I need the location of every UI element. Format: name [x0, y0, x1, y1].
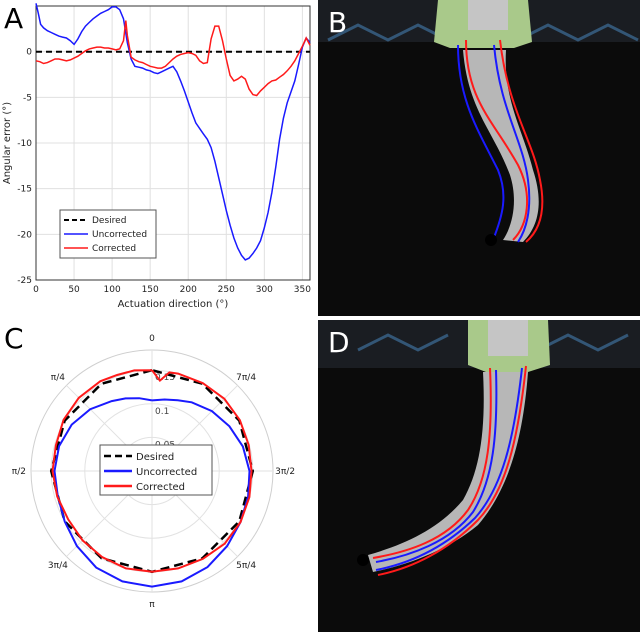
panel-a-angular-error-chart: 0 50 100 150 200 250 300 350 0 -5 -10 -15 -20 -25 Actu…: [0, 0, 318, 318]
legend-label-corrected: Corrected: [92, 244, 136, 254]
series-corrected-line: [35, 20, 311, 97]
corrected-overlay: [372, 367, 492, 559]
panel-c-polar-chart: 0.050.10.150π/4π/23π/4π5π/43π/27π/4Desir…: [0, 320, 318, 632]
legend-label-uncorrected: Uncorrected: [92, 230, 147, 240]
y-tick-label: -5: [23, 93, 32, 103]
soft-finger: [463, 50, 539, 242]
plot-frame: [35, 5, 311, 281]
x-tick-label: 50: [68, 285, 80, 295]
x-tick-label: 250: [218, 285, 235, 295]
panel-c-label: C: [4, 322, 24, 355]
chart-a-svg: 0 50 100 150 200 250 300 350 0 -5 -10 -15 -20 -25 Actu…: [2, 3, 311, 310]
chart-c-svg: 0.050.10.150π/4π/23π/4π5π/43π/27π/4Desir…: [12, 334, 295, 610]
legend: Desired Uncorrected Corrected: [59, 209, 157, 259]
panel-d-label: D: [328, 326, 350, 359]
series-uncorrected-curve: [53, 397, 251, 588]
panel-a-label: A: [4, 2, 24, 35]
legend-label-uncorrected: Uncorrected: [136, 467, 197, 478]
legend-label-desired: Desired: [136, 452, 174, 463]
y-tick-label: -10: [17, 139, 32, 149]
y-tick-label: 0: [26, 48, 32, 58]
x-tick-label: 100: [104, 285, 121, 295]
angle-tick-label: 3π/2: [275, 467, 295, 477]
x-tick-label: 150: [142, 285, 159, 295]
angle-tick-label: 0: [149, 334, 155, 344]
figure-caption-strip: [0, 632, 640, 637]
photo-cables: [327, 23, 639, 42]
panel-b-photo: B: [318, 0, 640, 316]
legend-box: [59, 209, 157, 259]
angle-tick-label: 7π/4: [236, 373, 256, 383]
photo-cables: [357, 333, 629, 352]
corrected-overlay-outer: [377, 365, 527, 576]
tip-marker: [485, 234, 497, 246]
legend-label-corrected: Corrected: [136, 482, 185, 493]
radial-tick-label: 0.1: [155, 407, 169, 417]
angle-tick-label: π: [149, 600, 155, 610]
angle-tick-label: 5π/4: [236, 561, 256, 571]
y-tick-label: -20: [17, 230, 32, 240]
y-tick-label: -25: [17, 276, 32, 286]
series-uncorrected-line: [35, 3, 311, 261]
x-tick-label: 300: [256, 285, 273, 295]
legend: Desired Uncorrected Corrected: [99, 444, 213, 496]
series-corrected-curve: [51, 369, 253, 573]
y-tick-label: -15: [17, 185, 32, 195]
gripper-hub: [488, 320, 528, 356]
panel-d-photo: D: [318, 320, 640, 632]
angle-tick-label: π/4: [51, 373, 65, 383]
uncorrected-overlay: [457, 44, 505, 241]
photo-d-illustration: [318, 320, 640, 632]
x-tick-label: 0: [33, 285, 39, 295]
x-tick-label: 350: [294, 285, 311, 295]
photo-b-illustration: [318, 0, 640, 316]
soft-finger: [368, 372, 528, 572]
legend-label-desired: Desired: [92, 216, 126, 226]
radial-tick-label: 0.15: [155, 373, 175, 383]
gripper-hub: [468, 0, 508, 30]
uncorrected-overlay-outer: [493, 44, 531, 243]
y-axis-label: Angular error (°): [2, 102, 13, 184]
tip-marker: [357, 554, 369, 566]
x-axis-label: Actuation direction (°): [118, 299, 229, 310]
x-tick-label: 200: [180, 285, 197, 295]
angle-tick-label: π/2: [12, 467, 26, 477]
corrected-overlay-outer: [499, 39, 544, 243]
corrected-overlay: [465, 39, 529, 241]
angle-tick-label: 3π/4: [48, 561, 68, 571]
panel-b-label: B: [328, 6, 348, 39]
uncorrected-overlay: [375, 369, 498, 563]
uncorrected-overlay-outer: [375, 367, 523, 571]
